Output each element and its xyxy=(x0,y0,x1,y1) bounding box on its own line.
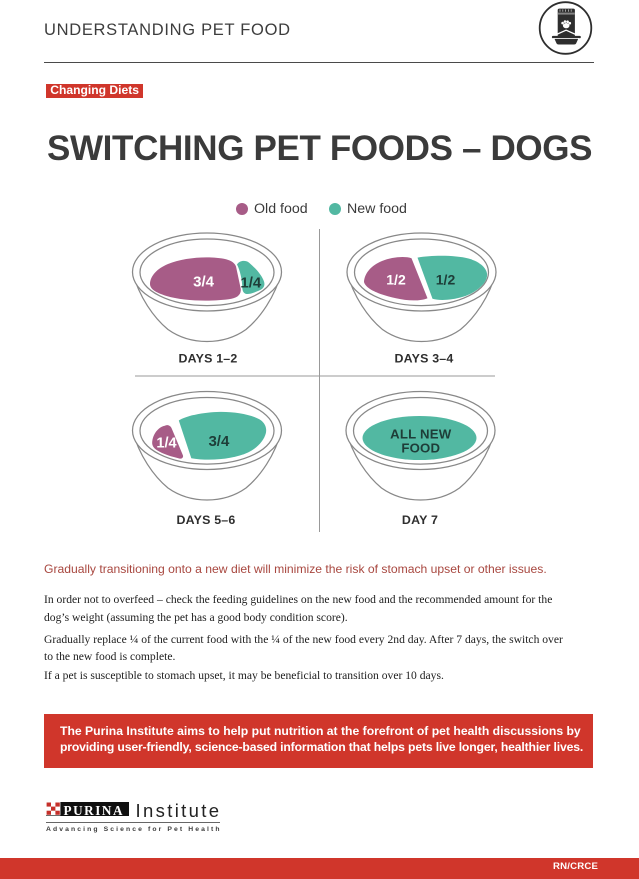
svg-text:DAYS 3–4: DAYS 3–4 xyxy=(394,352,453,366)
svg-text:1/4: 1/4 xyxy=(156,436,176,452)
svg-text:DAY 7: DAY 7 xyxy=(402,513,438,527)
svg-text:ALL NEW: ALL NEW xyxy=(390,427,452,442)
svg-text:3/4: 3/4 xyxy=(208,433,230,450)
svg-text:3/4: 3/4 xyxy=(193,274,215,291)
svg-text:1/4: 1/4 xyxy=(240,274,262,291)
svg-text:1/2: 1/2 xyxy=(386,272,406,288)
svg-text:1/2: 1/2 xyxy=(436,272,456,288)
svg-text:FOOD: FOOD xyxy=(401,440,440,455)
svg-text:DAYS 5–6: DAYS 5–6 xyxy=(176,513,235,527)
svg-text:DAYS 1–2: DAYS 1–2 xyxy=(178,352,237,366)
